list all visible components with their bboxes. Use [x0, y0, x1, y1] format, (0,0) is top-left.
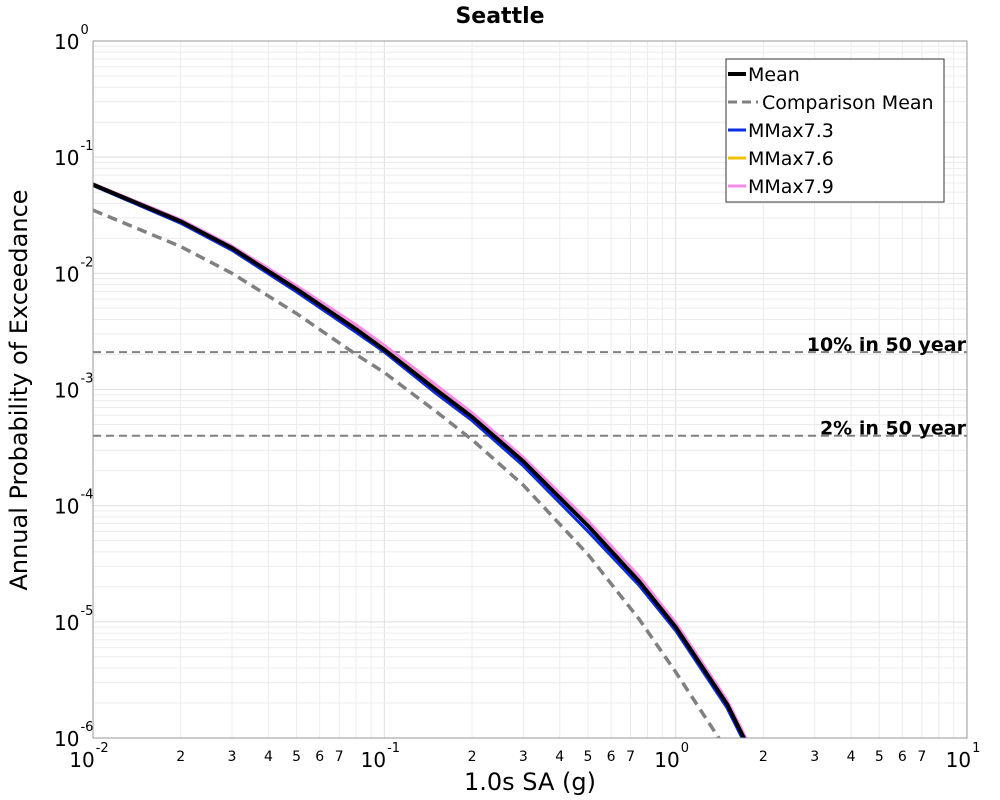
y-tick-label: 10-2: [54, 255, 93, 286]
y-tick-label: 10-1: [54, 139, 93, 170]
x-minor-tick-label: 6: [898, 749, 907, 765]
x-minor-tick-label: 4: [847, 749, 856, 765]
y-tick-label: 10-3: [54, 372, 93, 403]
y-tick-label: 10-5: [54, 604, 93, 635]
grid: [92, 41, 967, 739]
y-axis-label: Annual Probability of Exceedance: [5, 189, 33, 590]
chart-title: Seattle: [455, 4, 544, 29]
x-tick-label: 101: [946, 741, 981, 772]
x-minor-tick-label: 3: [519, 749, 528, 765]
x-minor-tick-label: 2: [176, 749, 185, 765]
x-minor-tick-label: 6: [607, 749, 616, 765]
legend: Mean Comparison Mean MMax7.3 MMax7.6 MMax7.9: [725, 58, 945, 203]
reference-line-label: 10% in 50 year: [807, 334, 967, 356]
x-minor-tick-label: 7: [917, 749, 926, 765]
legend-label: Comparison Mean: [762, 92, 934, 114]
x-tick-label: 10-1: [361, 741, 400, 772]
y-tick-label: 100: [54, 23, 89, 54]
x-minor-tick-label: 3: [810, 749, 819, 765]
legend-label: Mean: [748, 64, 800, 86]
x-tick-label: 100: [654, 741, 689, 772]
y-axis-ticks: 100 10-1 10-2 10-3 10-4 10-5 10-6: [54, 23, 93, 751]
series-lines: [93, 182, 748, 738]
y-tick-label: 10-4: [54, 488, 93, 519]
x-minor-tick-label: 2: [468, 749, 477, 765]
reference-lines: 10% in 50 year 2% in 50 year: [93, 334, 967, 440]
legend-label: MMax7.9: [748, 176, 834, 198]
legend-label: MMax7.3: [748, 120, 834, 142]
series-line-mmax7-9: [93, 182, 748, 738]
x-minor-tick-label: 4: [555, 749, 564, 765]
x-minor-tick-label: 2: [759, 749, 768, 765]
x-axis-label: 1.0s SA (g): [464, 768, 596, 796]
series-line-mmax7-3: [93, 184, 744, 738]
x-minor-tick-label: 7: [626, 749, 635, 765]
x-minor-tick-label: 6: [315, 749, 324, 765]
series-line-comparison-mean: [93, 208, 721, 738]
x-minor-tick-label: 4: [264, 749, 273, 765]
x-minor-tick-label: 5: [292, 749, 301, 765]
x-minor-tick-label: 5: [875, 749, 884, 765]
legend-label: MMax7.6: [748, 148, 834, 170]
x-minor-tick-label: 3: [228, 749, 237, 765]
legend-box: [725, 58, 945, 203]
x-minor-tick-label: 5: [584, 749, 593, 765]
y-tick-label: 10-6: [54, 720, 93, 751]
series-line-mean: [93, 182, 747, 738]
plot-frame: [92, 40, 968, 739]
x-tick-label: 10-2: [69, 741, 108, 772]
series-line-mmax7-6: [93, 183, 747, 738]
reference-line-label: 2% in 50 year: [820, 418, 967, 440]
x-minor-tick-label: 7: [335, 749, 344, 765]
